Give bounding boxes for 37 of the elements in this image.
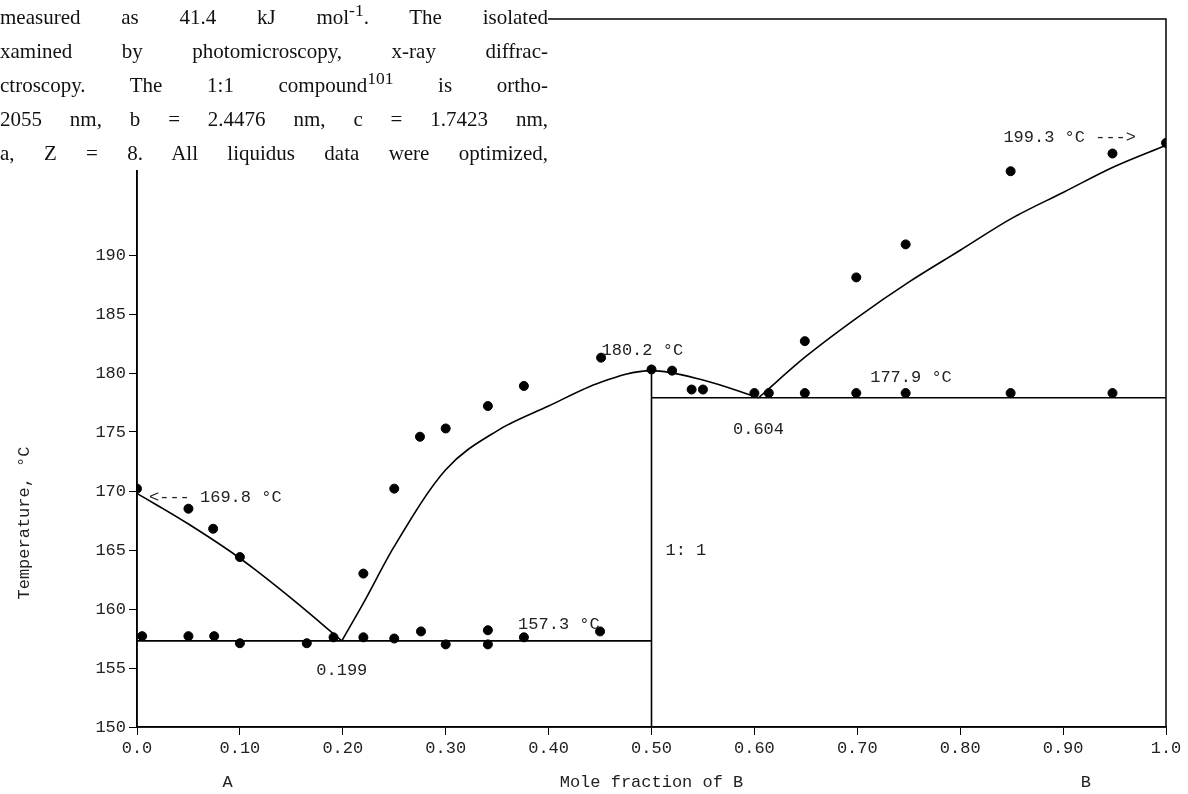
text: A	[222, 772, 234, 792]
y-axis-title: Temperature, °C	[14, 446, 34, 600]
x-tick-label: 0.80	[939, 738, 981, 758]
y-tick-label: 180	[95, 363, 126, 383]
y-tick-label: 165	[95, 540, 126, 560]
annotation: 157.3 °C	[518, 615, 600, 635]
annotation: 0.604	[733, 420, 785, 440]
y-tick-label: 170	[95, 481, 126, 501]
y-tick-label: 175	[95, 422, 126, 442]
x-tick-label: 0.40	[528, 738, 570, 758]
x-tick-label: 0.30	[425, 738, 467, 758]
y-tick-label: 150	[95, 717, 126, 737]
x-tick-label: 1.0	[1150, 738, 1182, 758]
y-tick-label: 185	[95, 304, 126, 324]
annotation: 199.3 °C --->	[1003, 127, 1136, 147]
annotation: 1: 1	[665, 540, 707, 560]
x-tick-label: 0.20	[322, 738, 364, 758]
text: ctroscopy. The 1:1 compound$^{101}$ is ortho-	[0, 68, 548, 97]
y-tick-label: 155	[95, 658, 126, 678]
y-tick-label: 190	[95, 245, 126, 265]
x-tick-label: 0.60	[733, 738, 775, 758]
annotation: 177.9 °C	[870, 368, 952, 388]
x-tick-label: 0.0	[121, 738, 153, 758]
annotation: <--- 169.8 °C	[149, 487, 282, 507]
y-tick-label: 160	[95, 599, 126, 619]
x-axis-title: Mole fraction of B	[559, 772, 744, 792]
text: B	[1080, 772, 1091, 792]
annotation: a, Z = 8. All liquidus data were optimized,	[0, 140, 548, 167]
x-tick-label: 0.10	[219, 738, 261, 758]
annotation: xamined by photomicroscopy, x-ray diffrac-	[0, 38, 548, 65]
annotation: 2055 nm, b = 2.4476 nm, c = 1.7423 nm,	[0, 106, 548, 133]
x-tick-label: 0.90	[1042, 738, 1084, 758]
x-tick-label: 0.70	[836, 738, 878, 758]
x-tick-label: 0.50	[631, 738, 672, 758]
annotation: measured as 41.4 kJ mol$^{-1}$. The isolated	[0, 0, 549, 31]
annotation: 180.2 °C	[601, 341, 684, 361]
annotation: 0.199	[316, 661, 368, 681]
